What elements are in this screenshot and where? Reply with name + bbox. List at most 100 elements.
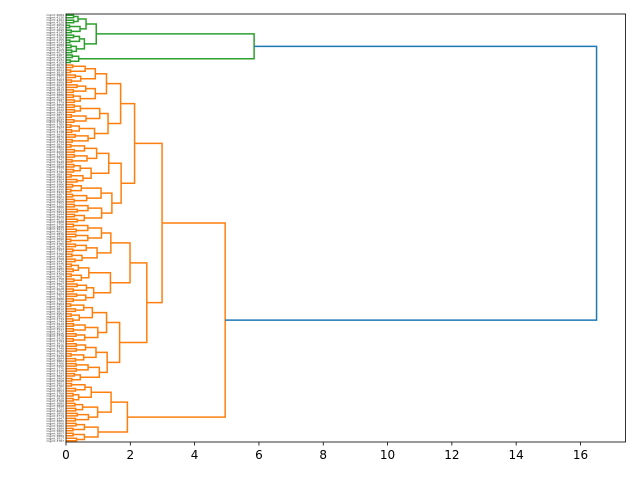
dendrogram-link: [66, 119, 75, 123]
leaf-label: mgmt 4191: [46, 18, 64, 22]
leaf-label: mgmt 3892: [46, 314, 64, 318]
x-tick-label: 14: [509, 448, 524, 462]
leaf-label: mgmt 3877: [46, 113, 64, 117]
dendrogram-link: [82, 406, 99, 418]
leaf-label: mgmt 3949: [46, 160, 64, 164]
leaf-label: mgmt 4187: [46, 53, 64, 57]
leaf-label: mgmt 3934: [46, 125, 64, 129]
leaf-label: mgmt 3722: [46, 406, 64, 410]
leaf-label: mgmt 3958: [46, 235, 64, 239]
dendrogram-link: [66, 64, 74, 69]
x-tick-label: 12: [444, 448, 459, 462]
dendrogram-link: [88, 272, 112, 294]
dendrogram-link: [66, 29, 72, 34]
leaf-label: mgmt 3929: [46, 292, 64, 296]
dendrogram-link: [73, 15, 79, 23]
leaf-label: mgmt 3768: [46, 391, 64, 395]
dendrogram-link: [66, 263, 73, 268]
dendrogram-link: [66, 392, 74, 397]
dendrogram-link: [66, 84, 78, 89]
dendrogram-link: [66, 173, 72, 178]
dendrogram-link: [66, 79, 73, 84]
x-axis: 0 2 4 6 8 10 12 14 16: [62, 442, 588, 462]
leaf-label: mgmt 4143: [46, 41, 64, 45]
dendrogram-link: [76, 344, 87, 351]
dendrogram-link: [98, 401, 129, 433]
leaf-label: mgmt 3764: [46, 289, 64, 293]
leaf-label: mgmt 3898: [46, 165, 64, 169]
leaf-label: mgmt 4126: [46, 21, 64, 25]
leaf-label: mgmt 3729: [46, 272, 64, 276]
leaf-label: mgmt 3826: [46, 73, 64, 77]
leaf-label: mgmt 3870: [46, 135, 64, 139]
leaf-label: mgmt 3833: [46, 207, 64, 211]
dendrogram-link: [66, 238, 72, 243]
dendrogram-link: [66, 74, 77, 79]
leaf-label: mgmt 4109: [46, 61, 64, 65]
dendrogram-link: [66, 163, 75, 168]
dendrogram-link: [66, 24, 71, 29]
leaf-label: mgmt 3856: [46, 411, 64, 415]
dendrogram-link: [66, 114, 73, 119]
leaf-label: mgmt 3942: [46, 260, 64, 264]
leaf-label: mgmt 3970: [46, 240, 64, 244]
leaf-label: mgmt 3760: [46, 252, 64, 256]
leaf-label: mgmt 3838: [46, 396, 64, 400]
leaf-label: mgmt 3928: [46, 337, 64, 341]
leaf-label: mgmt 3775: [46, 369, 64, 373]
leaf-label: mgmt 3932: [46, 190, 64, 194]
dendrogram-link: [66, 94, 75, 99]
leaf-label: mgmt 4070: [46, 63, 64, 67]
leaf-label: mgmt 3794: [46, 339, 64, 343]
dendrogram-link: [66, 412, 78, 417]
leaf-label: mgmt 4054: [46, 56, 64, 60]
leaf-label: mgmt 3944: [46, 212, 64, 216]
dendrogram-link: [72, 135, 89, 142]
dendrogram-link: [66, 233, 77, 238]
dendrogram-link: [66, 303, 72, 308]
dendrogram-link: [66, 148, 76, 153]
dendrogram-link: [66, 49, 73, 54]
leaf-label: mgmt 3776: [46, 334, 64, 338]
dendrogram-link: [66, 293, 78, 298]
dendrogram-link: [119, 262, 148, 344]
dendrogram-link: [66, 273, 72, 278]
leaf-label: mgmt 3768: [46, 257, 64, 261]
leaf-label: mgmt 3766: [46, 362, 64, 366]
leaf-label: mgmt 3898: [46, 379, 64, 383]
dendrogram-link: [66, 308, 77, 313]
dendrogram-link: [74, 403, 84, 411]
leaf-label: mgmt 3773: [46, 250, 64, 254]
dendrogram-link: [73, 224, 89, 232]
dendrogram-link: [66, 39, 71, 44]
dendrogram-link: [94, 112, 109, 135]
leaf-label: mgmt 3894: [46, 357, 64, 361]
leaf-label: mgmt 4084: [46, 13, 64, 17]
leaf-label: mgmt 3843: [46, 138, 64, 142]
leaf-label: mgmt 3790: [46, 299, 64, 303]
leaf-label: mgmt 3885: [46, 419, 64, 423]
dendrogram-link: [66, 342, 77, 347]
dendrogram-link: [70, 125, 81, 132]
dendrogram-link: [106, 82, 122, 125]
leaf-label: mgmt 3962: [46, 265, 64, 269]
leaf-label: mgmt 3755: [46, 185, 64, 189]
leaf-label: mgmt 4002: [46, 230, 64, 234]
leaf-label: mgmt 4028: [46, 287, 64, 291]
leaf-label: mgmt 4015: [46, 217, 64, 221]
leaf-label: mgmt 3807: [46, 282, 64, 286]
leaf-label: mgmt 4006: [46, 150, 64, 154]
leaf-label: mgmt 3748: [46, 347, 64, 351]
dendrogram-link: [91, 152, 110, 175]
leaf-label: mgmt 3851: [46, 387, 64, 391]
leaf-label: mgmt 3965: [46, 110, 64, 114]
leaf-label: mgmt 3898: [46, 404, 64, 408]
dendrogram-link: [66, 99, 75, 104]
dendrogram-link: [66, 34, 75, 39]
leaf-label: mgmt 3880: [46, 401, 64, 405]
leaf-label: mgmt 3890: [46, 237, 64, 241]
leaf-label: mgmt 3818: [46, 70, 64, 74]
dendrogram-link: [120, 102, 136, 184]
dendrogram-link: [79, 306, 94, 319]
dendrogram-link: [66, 357, 77, 362]
